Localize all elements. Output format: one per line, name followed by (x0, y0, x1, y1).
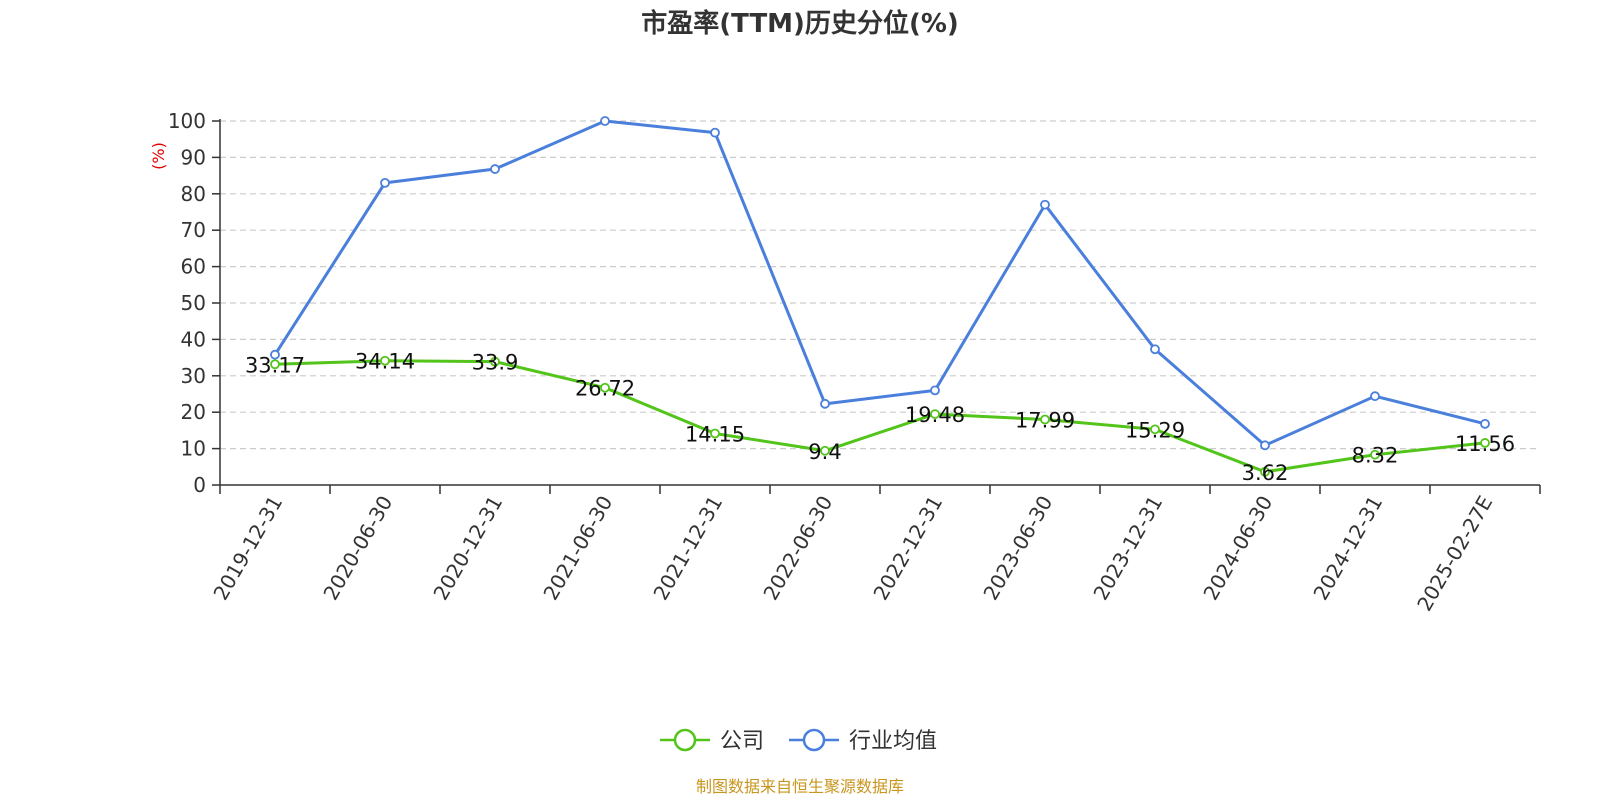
series-0-point-10 (1370, 449, 1380, 460)
data-label-1: 34.14 (355, 350, 415, 374)
legend-label-company: 公司 (720, 729, 764, 754)
series-0-point-1 (380, 355, 390, 366)
x-tick-label-10: 2024-12-31 (1308, 492, 1387, 605)
series-1-point-7 (1040, 199, 1050, 210)
series-0-point-7 (1040, 414, 1050, 425)
y-tick-label-60: 60 (181, 255, 206, 279)
series-1-point-2 (490, 164, 500, 174)
x-tick-label-5: 2022-06-30 (758, 492, 837, 605)
data-label-6: 19.48 (905, 403, 965, 427)
data-labels: 33.17 34.14 33.9 26.72 14.15 9.4 19.48 17.99 15.… (245, 350, 1515, 485)
y-tick-label-90: 90 (181, 145, 206, 169)
y-tick-label-70: 70 (181, 218, 206, 242)
x-tick-label-1: 2020-06-30 (318, 492, 397, 605)
data-label-11: 11.56 (1455, 432, 1515, 456)
series-layer (270, 116, 1490, 477)
series-0-point-5 (820, 445, 830, 456)
series-1-point-9 (1260, 440, 1270, 451)
data-label-3: 26.72 (575, 377, 635, 401)
x-tick-label-0: 2019-12-31 (208, 492, 287, 605)
data-label-9: 3.62 (1242, 461, 1289, 485)
legend-marker-company (673, 728, 697, 752)
data-label-10: 8.32 (1352, 444, 1399, 468)
y-axis-ticks: 0 10 20 30 40 50 60 70 80 90 100 (168, 109, 220, 497)
series-0-point-6 (930, 409, 940, 419)
x-tick-label-9: 2024-06-30 (1198, 492, 1277, 605)
y-tick-label-0: 0 (193, 473, 206, 497)
y-tick-label-40: 40 (181, 327, 206, 351)
series-1-point-1 (380, 177, 390, 188)
legend-item-company[interactable]: 公司 (660, 728, 764, 754)
chart-title: 市盈率(TTM)历史分位(%) (641, 8, 959, 39)
series-0-point-8 (1150, 424, 1160, 435)
y-tick-label-10: 10 (181, 437, 206, 461)
series-1-point-11 (1480, 418, 1490, 429)
data-label-0: 33.17 (245, 353, 305, 377)
x-tick-label-3: 2021-06-30 (538, 492, 617, 605)
series-line-1 (273, 119, 1486, 447)
series-0-point-11 (1480, 438, 1490, 448)
y-tick-label-50: 50 (181, 291, 206, 315)
x-tick-label-7: 2023-06-30 (978, 492, 1057, 605)
gridlines (220, 120, 1540, 450)
data-label-7: 17.99 (1015, 409, 1075, 433)
series-0-point-0 (270, 359, 280, 370)
series-1-point-5 (820, 398, 830, 409)
legend-label-industry: 行业均值 (849, 729, 937, 754)
legend-item-industry[interactable]: 行业均值 (789, 728, 937, 754)
data-label-4: 14.15 (685, 422, 745, 446)
series-1-point-10 (1370, 391, 1380, 402)
legend-marker-industry (802, 728, 826, 752)
data-label-5: 9.4 (808, 440, 841, 464)
x-tick-label-6: 2022-12-31 (868, 492, 947, 605)
series-0-point-2 (490, 356, 500, 367)
x-tick-label-11: 2025-02-27E (1412, 492, 1497, 616)
series-1-point-6 (930, 385, 940, 396)
series-line-0 (274, 359, 1486, 474)
series-1-point-3 (600, 116, 610, 126)
x-tick-label-8: 2023-12-31 (1088, 492, 1167, 605)
source-note: 制图数据来自恒生聚源数据库 (696, 777, 904, 796)
series-1-point-4 (710, 127, 720, 138)
series-0-point-9 (1260, 466, 1270, 477)
y-tick-label-80: 80 (181, 182, 206, 206)
data-label-2: 33.9 (472, 351, 519, 375)
x-axis-ticks: 2019-12-31 2020-06-30 2020-12-31 2021-06-30… (208, 485, 1541, 616)
x-tick-label-4: 2021-12-31 (648, 492, 727, 605)
legend: 公司 行业均值 (660, 728, 937, 754)
y-tick-label-100: 100 (168, 109, 206, 133)
series-0-point-4 (710, 428, 720, 439)
y-tick-label-30: 30 (181, 364, 206, 388)
y-tick-label-20: 20 (181, 400, 206, 424)
series-1-point-0 (270, 349, 280, 360)
axes (219, 119, 1540, 486)
y-axis-label: (%) (149, 142, 168, 170)
series-0-point-3 (600, 382, 610, 393)
series-1-point-8 (1150, 344, 1160, 355)
data-label-8: 15.29 (1125, 418, 1185, 442)
x-tick-label-2: 2020-12-31 (428, 492, 507, 605)
